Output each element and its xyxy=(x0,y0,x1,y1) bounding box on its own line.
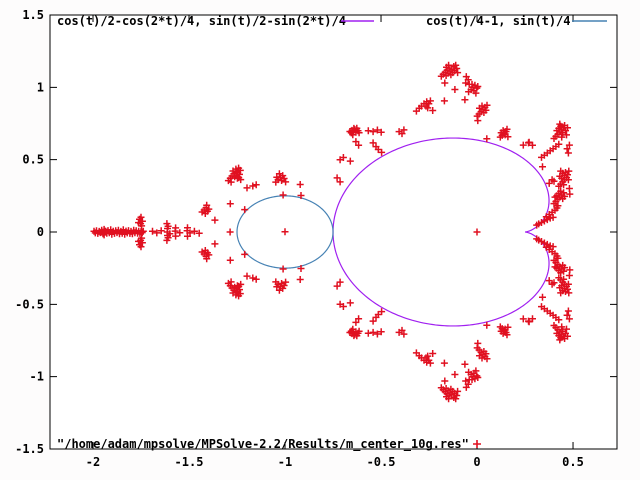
y-tick-label: 1 xyxy=(37,80,44,94)
y-tick-label: -1.5 xyxy=(15,442,44,456)
circle-path xyxy=(236,195,334,269)
y-tick-label: -0.5 xyxy=(15,297,44,311)
legend-top: cos(t)/2-cos(2*t)/4, sin(t)/2-sin(2*t)/4… xyxy=(57,14,607,28)
root-markers-upper-half xyxy=(135,61,574,232)
x-tick-label: -1.5 xyxy=(175,455,204,469)
legend-bottom: "/home/adam/mpsolve/MPSolve-2.2/Results/… xyxy=(57,437,481,452)
x-axis-tick-labels: -2 -1.5 -1 -0.5 0 0.5 xyxy=(86,455,584,469)
legend-label-datafile: "/home/adam/mpsolve/MPSolve-2.2/Results/… xyxy=(57,437,469,452)
y-tick-label: 1.5 xyxy=(22,8,44,22)
legend-label-cardioid: cos(t)/2-cos(2*t)/4, sin(t)/2-sin(2*t)/4 xyxy=(57,14,346,28)
x-tick-label: -2 xyxy=(86,455,100,469)
x-tick-label: 0.5 xyxy=(562,455,584,469)
x-tick-label: -1 xyxy=(278,455,292,469)
circle-curve xyxy=(236,195,334,269)
y-tick-label: 0.5 xyxy=(22,153,44,167)
root-markers-lower-half xyxy=(135,232,574,403)
scatter-points xyxy=(90,61,574,403)
legend-label-circle: cos(t)/4-1, sin(t)/4 xyxy=(426,14,571,28)
y-axis-tick-labels: -1.5 -1 -0.5 0 0.5 1 1.5 xyxy=(15,8,44,456)
legend-point-sample-icon xyxy=(473,440,481,448)
x-tick-label: 0 xyxy=(473,455,480,469)
x-tick-label: -0.5 xyxy=(367,455,396,469)
y-tick-label: 0 xyxy=(37,225,44,239)
y-tick-label: -1 xyxy=(30,370,44,384)
